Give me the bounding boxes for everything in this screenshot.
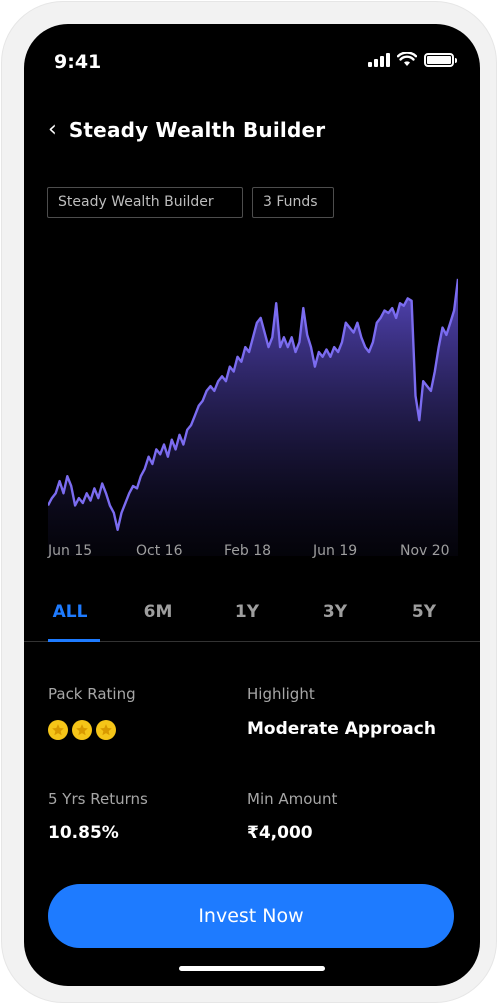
pack-rating-label: Pack Rating [48, 685, 136, 703]
x-tick-label: Feb 18 [224, 543, 272, 559]
returns-value: 10.85% [48, 823, 119, 843]
active-tab-indicator [48, 639, 100, 642]
x-tick-label: Nov 20 [400, 543, 450, 559]
returns-label: 5 Yrs Returns [48, 790, 148, 808]
highlight-value: Moderate Approach [247, 719, 436, 739]
tab-all[interactable]: ALL [52, 602, 88, 622]
tab-divider [24, 641, 480, 642]
tab-5y[interactable]: 5Y [411, 602, 437, 622]
page-title: Steady Wealth Builder [68, 118, 326, 142]
x-tick-label: Jun 19 [313, 543, 358, 559]
x-axis-labels: Jun 15 Oct 16 Feb 18 Jun 19 Nov 20 [48, 543, 458, 563]
tab-1y[interactable]: 1Y [234, 602, 260, 622]
tab-3y[interactable]: 3Y [322, 602, 348, 622]
invest-now-button[interactable]: Invest Now [48, 884, 454, 948]
star-icon [96, 720, 116, 740]
min-amount-label: Min Amount [247, 790, 338, 808]
highlight-label: Highlight [247, 685, 315, 703]
min-amount-value: ₹4,000 [247, 823, 313, 843]
back-arrow-icon[interactable]: ‹ [48, 117, 57, 142]
star-icon [48, 720, 68, 740]
x-tick-label: Jun 15 [48, 543, 93, 559]
period-tabs: ALL 6M 1Y 3Y 5Y [24, 602, 480, 642]
x-tick-label: Oct 16 [136, 543, 183, 559]
header: ‹ Steady Wealth Builder [48, 118, 325, 142]
signal-icon [368, 52, 390, 67]
chart-series-line [48, 278, 458, 531]
status-time: 9:41 [54, 51, 102, 73]
home-indicator [179, 966, 325, 971]
tab-6m[interactable]: 6M [143, 602, 173, 622]
pack-rating-stars [48, 720, 116, 740]
fund-count-chip[interactable]: 3 Funds [252, 187, 334, 218]
app-screen: 9:41 ‹ Steady Wealth Builder Steady Weal… [24, 24, 480, 986]
performance-chart [48, 278, 458, 556]
status-icons [368, 52, 457, 67]
battery-icon [424, 52, 457, 67]
star-icon [72, 720, 92, 740]
wifi-icon [397, 52, 417, 66]
pack-name-chip[interactable]: Steady Wealth Builder [47, 187, 243, 218]
chart-area-fill [48, 278, 458, 556]
